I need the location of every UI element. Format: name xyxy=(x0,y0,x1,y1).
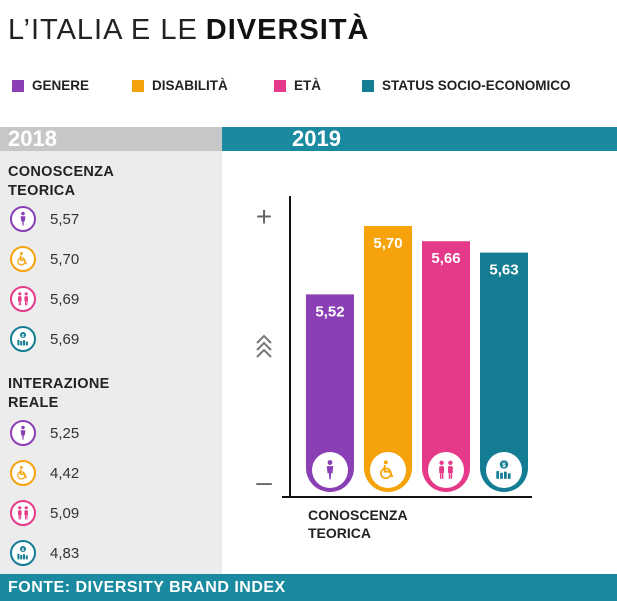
y-axis-minus-label: – xyxy=(256,466,272,497)
svg-text:$: $ xyxy=(22,547,25,553)
bar-value-label: 5,52 xyxy=(315,303,344,320)
person-icon xyxy=(10,206,36,232)
row-disabilita-2018-interazione: 4,42 xyxy=(10,459,79,487)
section-title-line: INTERAZIONE xyxy=(8,376,110,392)
legend-swatch xyxy=(12,79,24,92)
y-axis-plus-label: + xyxy=(256,201,272,232)
chart-2019: + – 5,52 5,70 5,66 5,63 $ CONOSCENZA TEORICA xyxy=(222,151,617,574)
svg-text:$: $ xyxy=(22,333,25,339)
person-icon xyxy=(10,420,36,446)
legend-item-genere: GENERE xyxy=(12,78,89,93)
row-eta-2018-interazione: 5,09 xyxy=(10,499,79,527)
row-status-2018-interazione: $ 4,83 xyxy=(10,539,79,567)
svg-text:$: $ xyxy=(502,462,506,469)
bar-icon-circle xyxy=(486,452,522,488)
chevron-up-icon xyxy=(256,348,272,358)
row-disabilita-2018-conoscenza: 5,70 xyxy=(10,245,79,273)
section-title-line: CONOSCENZA xyxy=(8,164,115,180)
legend-swatch xyxy=(132,79,144,92)
section-title-interazione: INTERAZIONE REALE xyxy=(8,375,110,413)
row-status-2018-conoscenza: $ 5,69 xyxy=(10,325,79,353)
bar-icon-circle xyxy=(428,452,464,488)
bar-1 xyxy=(306,294,354,492)
bar-value-label: 5,66 xyxy=(431,250,460,267)
person-icon xyxy=(326,460,334,480)
legend-swatch xyxy=(362,79,374,92)
row-value: 4,83 xyxy=(50,544,80,562)
legend-label: STATUS SOCIO-ECONOMICO xyxy=(382,78,571,93)
row-value: 5,69 xyxy=(50,330,80,348)
x-axis-label: TEORICA xyxy=(308,525,371,541)
wheelchair-icon xyxy=(10,460,36,486)
row-value: 5,09 xyxy=(50,504,80,522)
elderly-couple-icon xyxy=(10,286,36,312)
panel-2018: CONOSCENZA TEORICA 5,57 5,70 5,69 $ 5,69… xyxy=(0,151,222,574)
row-value: 5,57 xyxy=(50,210,80,228)
page-title: L’ITALIA E LE DIVERSITÀ xyxy=(8,14,369,54)
wheelchair-icon xyxy=(380,460,394,480)
chevron-up-icon xyxy=(256,334,272,344)
money-bars-icon: $ xyxy=(10,326,36,352)
legend-item-status: STATUS SOCIO-ECONOMICO xyxy=(362,78,571,93)
bar-4 xyxy=(480,252,528,492)
legend: GENERE DISABILITÀ ETÀ STATUS SOCIO-ECONO… xyxy=(12,78,612,96)
bar-icon-circle xyxy=(370,452,406,488)
legend-label: DISABILITÀ xyxy=(152,78,228,93)
row-value: 5,69 xyxy=(50,290,80,308)
section-title-line: REALE xyxy=(8,395,59,411)
header-2018: 2018 xyxy=(0,127,222,151)
money-bars-icon: $ xyxy=(10,540,36,566)
row-value: 5,25 xyxy=(50,424,80,442)
legend-swatch xyxy=(274,79,286,92)
bar-chart: + – 5,52 5,70 5,66 5,63 $ CONOSCENZA TEORICA xyxy=(256,196,532,541)
title-light: L’ITALIA E LE xyxy=(8,14,198,46)
section-title-line: TEORICA xyxy=(8,183,76,199)
money-bars-icon: $ xyxy=(496,460,511,479)
bar-value-label: 5,70 xyxy=(373,235,402,252)
chevron-up-icon xyxy=(256,341,272,351)
row-genere-2018-interazione: 5,25 xyxy=(10,419,79,447)
legend-label: GENERE xyxy=(32,78,90,93)
header-2019: 2019 xyxy=(222,127,617,151)
wheelchair-icon xyxy=(10,246,36,272)
section-title-conoscenza: CONOSCENZA TEORICA xyxy=(8,163,114,201)
bar-3 xyxy=(422,241,470,492)
legend-item-eta: ETÀ xyxy=(274,78,321,93)
bar-2 xyxy=(364,226,412,492)
row-genere-2018-conoscenza: 5,57 xyxy=(10,205,79,233)
x-axis-label: CONOSCENZA xyxy=(308,507,408,523)
bar-value-label: 5,63 xyxy=(489,262,518,279)
elderly-couple-icon xyxy=(439,460,453,479)
row-eta-2018-conoscenza: 5,69 xyxy=(10,285,79,313)
legend-item-disabilita: DISABILITÀ xyxy=(132,78,228,93)
legend-label: ETÀ xyxy=(294,78,321,93)
title-bold: DIVERSITÀ xyxy=(205,14,370,46)
row-value: 5,70 xyxy=(50,250,80,268)
source-footer: FONTE: DIVERSITY BRAND INDEX xyxy=(0,574,617,601)
elderly-couple-icon xyxy=(10,500,36,526)
row-value: 4,42 xyxy=(50,464,80,482)
